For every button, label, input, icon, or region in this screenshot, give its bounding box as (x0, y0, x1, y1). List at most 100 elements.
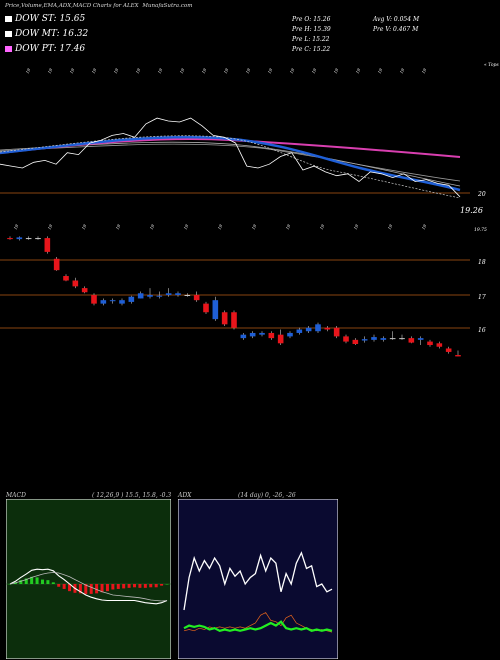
candle-body (91, 295, 97, 304)
candle-body (212, 300, 219, 320)
macd-histogram-bar (100, 584, 104, 593)
top-date-label: 19 (25, 67, 32, 74)
candle-body (380, 338, 387, 340)
adx-line (183, 551, 333, 611)
candle-body (119, 300, 125, 304)
macd-histogram-bar (46, 580, 50, 584)
chart-title: Price,Volume,EMA,ADX,MACD Charts for ALE… (5, 3, 192, 9)
candle-body (7, 238, 13, 240)
candle-body (193, 295, 200, 301)
pre-open: Pre O: 15.26 (292, 16, 331, 23)
candles (7, 236, 461, 357)
mid-date-label: 19 (115, 223, 122, 230)
top-date-label: 19 (311, 67, 318, 74)
price-line (0, 117, 461, 198)
candle-corner-label: 19.75 (474, 227, 487, 233)
top-date-label: 19 (91, 67, 98, 74)
dow-pt-text: DOW PT: 17.46 (15, 44, 86, 54)
macd-histogram-bar (111, 584, 115, 590)
price-chart: 19 19 19 19 19 19 19 19 19 19 19 19 19 19 19 19 19 19 19 «… (0, 62, 499, 357)
macd-histogram-bar (68, 584, 72, 592)
candle-body (156, 295, 163, 297)
pre-close: Pre C: 15.22 (292, 46, 331, 53)
macd-histogram-bar (30, 576, 34, 584)
candle-body (352, 339, 359, 344)
dow-st-text: DOW ST: 15.65 (15, 14, 86, 24)
candle-body (324, 327, 331, 330)
top-date-label: 19 (289, 67, 296, 74)
candle-body (184, 295, 191, 296)
candle-body (128, 296, 135, 302)
candle-body (445, 348, 452, 352)
macd-histogram-bar (84, 584, 88, 594)
candle-body (35, 238, 41, 240)
macd-line (9, 568, 168, 605)
avg-volume: Avg V: 0.054 M (373, 16, 420, 23)
macd-histogram-bar (105, 584, 109, 592)
top-date-label: 19 (69, 67, 76, 74)
candle-body (315, 324, 321, 332)
site-name[interactable]: MunafaSutra.com (142, 3, 193, 9)
macd-histogram-bar (149, 584, 153, 588)
macd-params-text: ( 12,26,9 ) 15.5, 15.8, -0.3 (92, 492, 172, 499)
candle-body (455, 355, 461, 357)
mid-date-label: 19 (183, 223, 190, 230)
mid-date-label: 19 (387, 223, 394, 230)
pre-high: Pre H: 15.39 (292, 26, 331, 33)
macd-histogram-bar (57, 584, 61, 587)
plus-di-line (183, 620, 333, 632)
candle-body (399, 338, 405, 340)
candle-body (287, 332, 293, 337)
mid-date-label: 19 (285, 223, 292, 230)
candle-body (100, 300, 107, 304)
macd-histogram-bar (133, 584, 137, 588)
macd-histogram-bar (116, 584, 120, 589)
ema-fast-line (0, 135, 461, 192)
mid-date-label: 19 (319, 223, 326, 230)
top-date-label: 19 (421, 67, 428, 74)
macd-histogram-bar (19, 580, 23, 584)
macd-histogram-bar (35, 577, 39, 584)
macd-histogram-bar (51, 582, 55, 584)
candle-body (389, 338, 396, 340)
mid-date-label: 19 (217, 223, 224, 230)
mid-date-label: 19 (149, 223, 156, 230)
macd-params: ( 12,26,9 ) 15.5, 15.8, -0.3 (92, 492, 171, 499)
ema-corner-label: « Tops (484, 62, 499, 68)
chart-title-text: Price,Volume,EMA,ADX,MACD Charts for ALE… (5, 3, 139, 9)
dow-mt-chip (5, 31, 12, 37)
candle-body (408, 338, 415, 343)
top-date-label: 19 (267, 67, 274, 74)
macd-series (6, 568, 171, 605)
adx-params-text: (14 day) 0, -26, -26 (238, 492, 296, 499)
adx-panel-bg (178, 499, 338, 659)
top-date-label: 19 (355, 67, 362, 74)
macd-signal-line (9, 572, 168, 602)
candle-body (371, 337, 377, 340)
dow-pt-label: DOW PT: 17.46 (5, 44, 85, 54)
top-date-label: 19 (333, 67, 340, 74)
ema-long-line (0, 143, 461, 182)
ema-level-label: 20 (477, 191, 486, 198)
macd-label-text: MACD (6, 492, 26, 499)
dow-pt-chip (5, 46, 12, 52)
candle-body (25, 238, 32, 240)
top-date-label: 19 (47, 67, 54, 74)
adx-params: (14 day) 0, -26, -26 (238, 492, 296, 499)
pre-volume: Pre V: 0.467 M (373, 26, 419, 33)
mid-date-label: 19 (13, 223, 20, 230)
top-date-label: 19 (157, 67, 164, 74)
candle-body (72, 280, 79, 287)
top-date-label: 19 (399, 67, 406, 74)
candle-body (240, 334, 247, 339)
macd-panel-bg (6, 499, 171, 659)
candle-body (436, 343, 443, 347)
candle-body (333, 327, 340, 337)
top-date-label: 19 (113, 67, 120, 74)
mid-date-label: 19 (47, 223, 54, 230)
candle-body (165, 293, 172, 295)
price-tick-18: 18 (478, 259, 486, 266)
macd-histogram-bar (62, 584, 66, 589)
macd-histogram-bar (24, 578, 28, 584)
macd-histogram-bar (89, 584, 93, 594)
